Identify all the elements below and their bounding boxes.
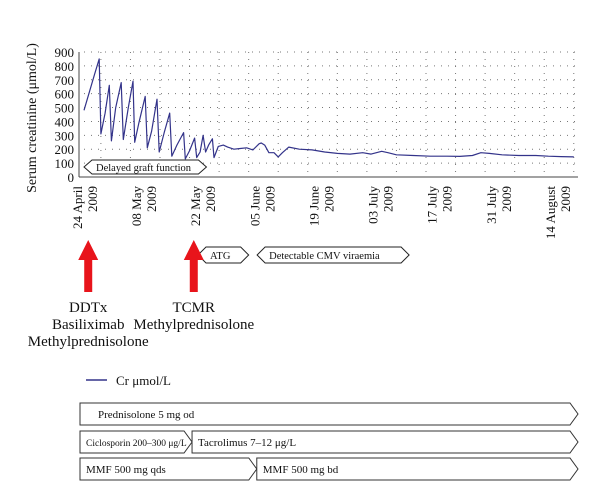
annotation-delayed-graft-function [83,159,208,175]
annotation-atg [197,246,250,264]
x-tick-label: 14 August [543,186,558,239]
med-tacrolimus-7-12-g-l-label: Tacrolimus 7–12 μg/L [198,437,296,449]
x-tick-year: 2009 [262,186,277,212]
x-axis-ticks: 24 April 2009 08 May 2009 22 May 2009 05 June 2… [70,186,573,240]
event-label: TCMR [173,300,216,316]
event-label: Basiliximab [52,317,125,333]
x-tick-year: 2009 [321,186,336,212]
med-prednisolone-5-mg-od-bar [79,402,579,426]
x-tick-label: 03 July [366,186,381,224]
med-mmf-500-mg-bd-bar [256,457,579,481]
event-arrow [78,240,99,292]
legend: Cr μmol/L [86,373,171,388]
x-tick-year: 2009 [499,186,514,212]
annotation-arrows: Delayed graft function ATG Detectable CMV … [83,159,410,264]
x-tick-label: 05 June [247,186,262,226]
event-label: Methylprednisolone [28,334,149,350]
annotation-detectable-cmv-viraemia [256,246,410,264]
med-ciclosporin-200-300-g-l-bar [79,430,193,454]
med-prednisolone-5-mg-od-label: Prednisolone 5 mg od [98,409,195,421]
med-mmf-500-mg-qds-label: MMF 500 mg qds [86,464,166,476]
x-tick-label: 19 June [306,186,321,226]
x-tick-year: 2009 [558,186,573,212]
legend-label: Cr μmol/L [116,373,171,388]
y-tick-label: 400 [55,114,75,129]
event-label: DDTx [69,300,108,316]
x-tick-year: 2009 [381,186,396,212]
annotation-delayed-graft-function-label: Delayed graft function [96,163,192,174]
x-tick-year: 2009 [144,186,159,212]
event-markers: DDTxBasiliximabMethylprednisoloneTCMRMet… [28,240,255,350]
y-tick-label: 600 [55,87,75,102]
x-tick-label: 31 July [484,186,499,224]
series-line-creatinine [83,58,574,160]
event-arrow [183,240,204,292]
y-tick-label: 100 [55,156,75,171]
y-tick-label: 700 [55,73,75,88]
y-tick-label: 500 [55,101,75,116]
x-tick-label: 17 July [425,186,440,224]
x-tick-label: 24 April [70,186,85,229]
med-mmf-500-mg-qds-bar [79,457,258,481]
med-mmf-500-mg-bd-label: MMF 500 mg bd [263,464,339,476]
y-tick-label: 300 [55,128,75,143]
y-tick-label: 200 [55,142,75,157]
x-tick-year: 2009 [85,186,100,212]
y-axis-label: Serum creatinine (μmol/L) [25,43,40,193]
x-tick-year: 2009 [203,186,218,212]
y-tick-label: 0 [68,170,75,185]
series-layer [83,58,574,160]
med-tacrolimus-7-12-g-l-bar [191,430,579,454]
medication-timeline: Prednisolone 5 mg od Ciclosporin 200–300 … [79,402,579,481]
y-tick-label: 800 [55,59,75,74]
x-tick-label: 22 May [188,186,203,227]
x-tick-year: 2009 [440,186,455,212]
annotation-atg-label: ATG [210,251,231,262]
annotation-detectable-cmv-viraemia-label: Detectable CMV viraemia [269,251,380,262]
med-ciclosporin-200-300-g-l-label: Ciclosporin 200–300 μg/L [86,439,187,449]
event-label: Methylprednisolone [133,317,254,333]
x-tick-label: 08 May [129,186,144,227]
y-tick-label: 900 [55,45,75,60]
